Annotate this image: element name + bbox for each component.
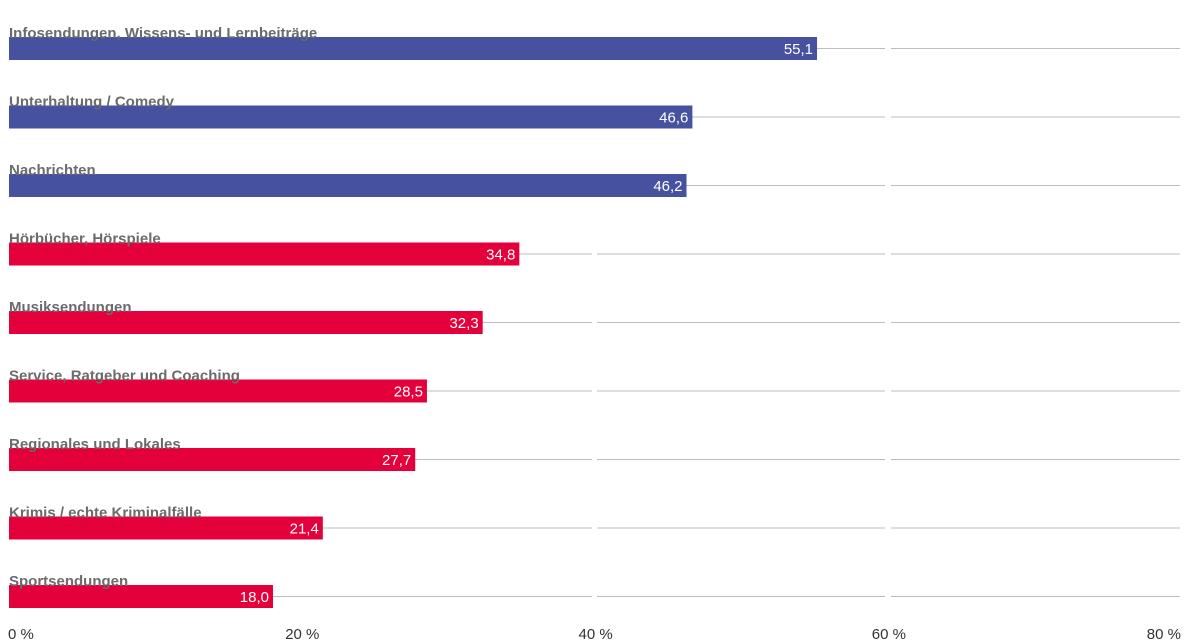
category-label: Infosendungen, Wissens- und Lernbeiträge xyxy=(9,25,317,42)
bar xyxy=(9,105,693,129)
category-label: Unterhaltung / Comedy xyxy=(9,94,175,111)
category-label: Nachrichten xyxy=(9,162,96,179)
bar xyxy=(9,516,323,540)
bar xyxy=(9,174,687,197)
bar-value-label: 21,4 xyxy=(290,521,319,538)
x-tick-label: 60 % xyxy=(872,626,906,642)
bar xyxy=(9,242,520,266)
bar-value-label: 28,5 xyxy=(394,384,423,401)
bar-value-label: 46,2 xyxy=(653,178,682,195)
category-label: Service, Ratgeber und Coaching xyxy=(9,368,240,385)
category-label: Regionales und Lokales xyxy=(9,436,181,453)
bar-value-label: 55,1 xyxy=(784,41,813,58)
bar-value-label: 32,3 xyxy=(449,315,478,332)
category-label: Krimis / echte Kriminalfälle xyxy=(9,505,202,522)
bars: 55,1 46,6 46,2 34,8 32,3 28,5 27,7 21,4 18,0 xyxy=(9,37,818,608)
category-labels: Infosendungen, Wissens- und Lernbeiträge… xyxy=(9,25,317,590)
x-tick-label: 0 % xyxy=(8,626,34,642)
x-axis-ticks: 0 % 20 % 40 % 60 % 80 % xyxy=(8,626,1181,642)
bar-value-label: 34,8 xyxy=(486,247,515,264)
bar xyxy=(9,585,273,608)
bar-value-label: 18,0 xyxy=(240,589,269,606)
x-tick-label: 80 % xyxy=(1147,626,1181,642)
category-label: Sportsendungen xyxy=(9,573,128,590)
bar xyxy=(9,379,427,403)
bar-value-label: 46,6 xyxy=(659,110,688,127)
bar xyxy=(9,37,818,60)
bar xyxy=(9,448,416,471)
category-label: Hörbücher, Hörspiele xyxy=(9,231,161,248)
bar xyxy=(9,311,483,334)
bar-value-label: 27,7 xyxy=(382,452,411,469)
x-tick-label: 40 % xyxy=(578,626,612,642)
x-tick-label: 20 % xyxy=(285,626,319,642)
category-label: Musiksendungen xyxy=(9,299,132,316)
